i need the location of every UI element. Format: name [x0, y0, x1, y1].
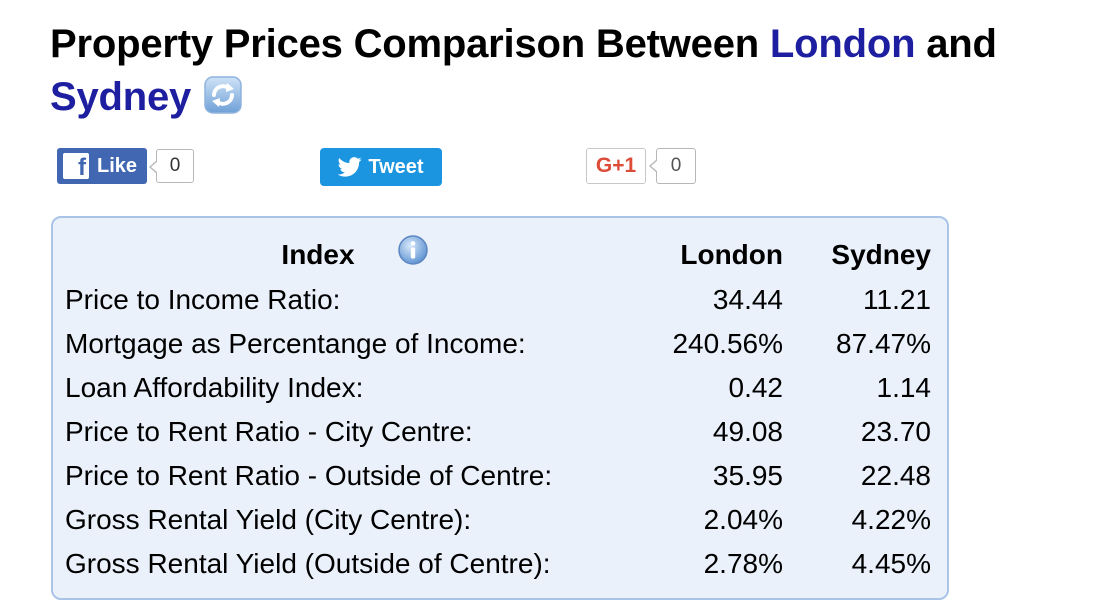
- info-icon[interactable]: [397, 234, 429, 266]
- index-comparison-panel: Index: [51, 216, 949, 600]
- row-label: Price to Rent Ratio - Outside of Centre:: [65, 460, 553, 491]
- sydney-value: 1.14: [876, 372, 932, 403]
- row-label: Gross Rental Yield (City Centre):: [65, 504, 472, 535]
- header-index: Index: [65, 232, 645, 278]
- index-comparison-table: Index: [65, 232, 931, 586]
- london-value: 2.78%: [703, 548, 783, 579]
- city-b-name[interactable]: Sydney: [50, 75, 192, 119]
- london-value: 240.56%: [672, 328, 783, 359]
- sydney-value: 4.45%: [851, 548, 931, 579]
- facebook-icon: f: [63, 153, 89, 179]
- header-sydney: Sydney: [831, 239, 931, 270]
- facebook-like-widget: f Like 0: [57, 148, 195, 184]
- gplus-widget: G+1 0: [586, 148, 696, 184]
- facebook-like-button[interactable]: f Like: [57, 148, 148, 184]
- gplus-button[interactable]: G+1: [586, 148, 646, 184]
- london-value: 34.44: [712, 284, 783, 315]
- header-london: London: [680, 239, 783, 270]
- table-row: Gross Rental Yield (Outside of Centre): …: [65, 542, 931, 586]
- sydney-value: 11.21: [863, 284, 931, 315]
- gplus-count: 0: [649, 148, 696, 184]
- row-label: Mortgage as Percentange of Income:: [65, 328, 526, 359]
- title-prefix: Property Prices Comparison Between: [50, 22, 770, 66]
- city-a-name[interactable]: London: [769, 22, 916, 66]
- row-label: Price to Rent Ratio - City Centre:: [65, 416, 473, 447]
- table-row: Price to Rent Ratio - Outside of Centre:…: [65, 454, 931, 498]
- row-label: Loan Affordability Index:: [65, 372, 364, 403]
- page-title: Property Prices Comparison Between Londo…: [50, 18, 1110, 124]
- tweet-button[interactable]: Tweet: [320, 148, 442, 186]
- table-row: Loan Affordability Index: 0.42 1.14: [65, 366, 931, 410]
- sydney-value: 87.47%: [836, 328, 931, 359]
- row-label: Gross Rental Yield (Outside of Centre):: [65, 548, 551, 579]
- table-row: Price to Rent Ratio - City Centre: 49.08…: [65, 410, 931, 454]
- london-value: 0.42: [728, 372, 784, 403]
- twitter-bird-icon: [338, 157, 362, 177]
- table-row: Price to Income Ratio: 34.44 11.21: [65, 278, 931, 322]
- sydney-value: 4.22%: [851, 504, 931, 535]
- facebook-like-label: Like: [97, 154, 138, 177]
- london-value: 49.08: [712, 416, 783, 447]
- table-header-row: Index: [65, 232, 931, 278]
- header-index-label: Index: [281, 239, 355, 270]
- sydney-value: 23.70: [860, 416, 931, 447]
- london-value: 2.04%: [703, 504, 783, 535]
- table-row: Mortgage as Percentange of Income: 240.5…: [65, 322, 931, 366]
- tweet-label: Tweet: [368, 155, 424, 178]
- sydney-value: 22.48: [860, 460, 931, 491]
- london-value: 35.95: [712, 460, 783, 491]
- table-row: Gross Rental Yield (City Centre): 2.04% …: [65, 498, 931, 542]
- refresh-icon[interactable]: [203, 75, 243, 115]
- title-mid: and: [915, 22, 997, 66]
- row-label: Price to Income Ratio:: [65, 284, 341, 315]
- facebook-like-count: 0: [149, 149, 195, 183]
